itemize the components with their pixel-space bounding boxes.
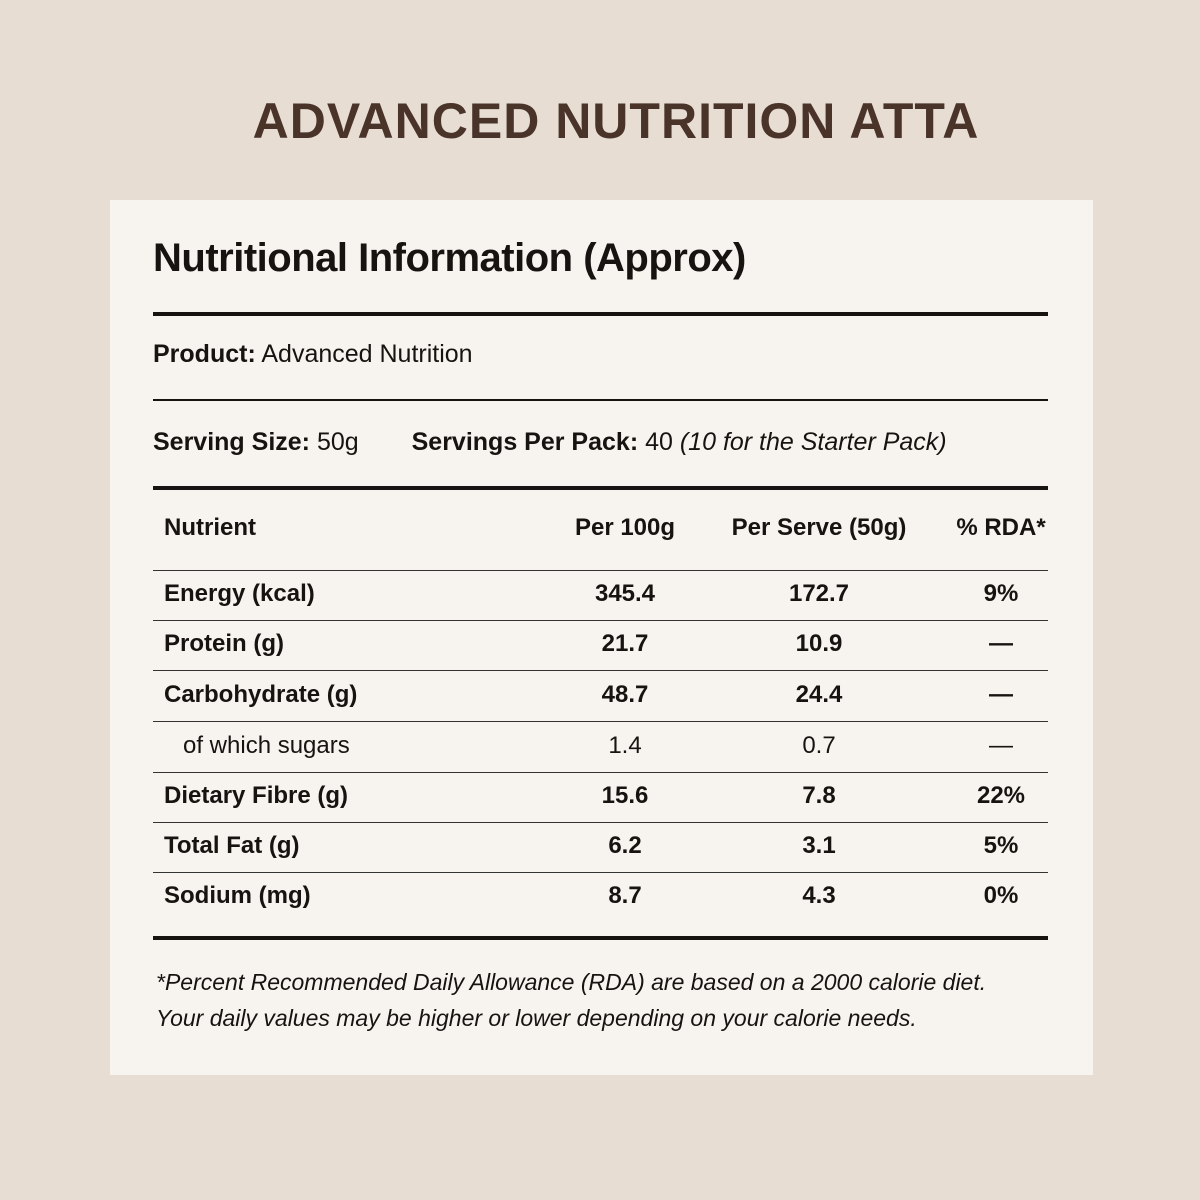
table-row: of which sugars 1.4 0.7 — (153, 722, 1048, 773)
table-row: Dietary Fibre (g) 15.6 7.8 22% (153, 772, 1048, 823)
per-100g-value: 1.4 (608, 732, 642, 759)
table-row: Total Fat (g) 6.2 3.1 5% (153, 822, 1048, 873)
servings-per-pack-value: 40 (645, 428, 673, 456)
servings-per-pack: Servings Per Pack: 40 (10 for the Starte… (412, 428, 947, 456)
per-serve-value: 4.3 (802, 882, 836, 909)
nutrient-name: Total Fat (g) (164, 832, 300, 859)
per-100g-value: 15.6 (601, 782, 649, 809)
header-per-100g: Per 100g (574, 514, 676, 541)
header-nutrient: Nutrient (164, 514, 256, 541)
serving-size-value: 50g (316, 428, 359, 456)
per-serve-value: 24.4 (795, 681, 843, 708)
nutrient-name: Dietary Fibre (g) (164, 782, 349, 809)
rda-value: — (989, 681, 1013, 708)
table-row: Sodium (mg) 8.7 4.3 0% (153, 872, 1048, 922)
per-serve-value: 3.1 (802, 832, 836, 859)
per-100g-value: 6.2 (608, 832, 642, 859)
nutrient-name: Energy (kcal) (164, 580, 315, 607)
nutrient-name: Sodium (mg) (164, 882, 311, 909)
table-row: Protein (g) 21.7 10.9 — (153, 620, 1048, 671)
per-100g-value: 8.7 (608, 882, 642, 909)
per-serve-value: 0.7 (802, 732, 836, 759)
rda-value: 0% (983, 882, 1019, 909)
nutrient-name: of which sugars (183, 732, 350, 759)
nutrient-name: Carbohydrate (g) (164, 681, 358, 708)
product-divider (153, 399, 1048, 401)
nutrient-name: Protein (g) (164, 630, 284, 657)
header-rda: % RDA* (956, 514, 1046, 541)
table-row: Carbohydrate (g) 48.7 24.4 — (153, 671, 1048, 722)
footnote: *Percent Recommended Daily Allowance (RD… (156, 964, 1046, 1036)
serving-divider (153, 486, 1048, 490)
serving-size-label: Serving Size: (153, 428, 310, 456)
per-serve-value: 7.8 (802, 782, 836, 809)
rda-value: — (989, 732, 1013, 759)
per-serve-value: 172.7 (788, 580, 850, 607)
footnote-line-2: Your daily values may be higher or lower… (156, 1005, 917, 1031)
product-value: Advanced Nutrition (261, 340, 473, 368)
table-bottom-divider (153, 936, 1048, 940)
product-label: Product: (153, 340, 256, 368)
table-row: Energy (kcal) 345.4 172.7 9% (153, 570, 1048, 621)
product-line: Product: Advanced Nutrition (153, 340, 473, 369)
rda-value: — (989, 630, 1013, 657)
servings-per-pack-note: (10 for the Starter Pack) (679, 428, 947, 456)
rda-value: 22% (976, 782, 1026, 809)
page-title: ADVANCED NUTRITION ATTA (252, 93, 980, 149)
rda-value: 9% (983, 580, 1019, 607)
footnote-line-1: *Percent Recommended Daily Allowance (RD… (156, 969, 987, 995)
servings-per-pack-label: Servings Per Pack: (411, 428, 639, 456)
per-100g-value: 21.7 (601, 630, 649, 657)
serving-line: Serving Size: 50g Servings Per Pack: 40 … (153, 428, 947, 457)
card-heading: Nutritional Information (Approx) (153, 236, 746, 280)
header-per-serve: Per Serve (50g) (731, 514, 907, 541)
per-serve-value: 10.9 (795, 630, 843, 657)
heading-divider (153, 312, 1048, 316)
per-100g-value: 345.4 (594, 580, 656, 607)
per-100g-value: 48.7 (601, 681, 649, 708)
nutrition-card: Nutritional Information (Approx) Product… (110, 200, 1093, 1075)
table-header: Nutrient Per 100g Per Serve (50g) % RDA* (153, 490, 1048, 571)
rda-value: 5% (983, 832, 1019, 859)
